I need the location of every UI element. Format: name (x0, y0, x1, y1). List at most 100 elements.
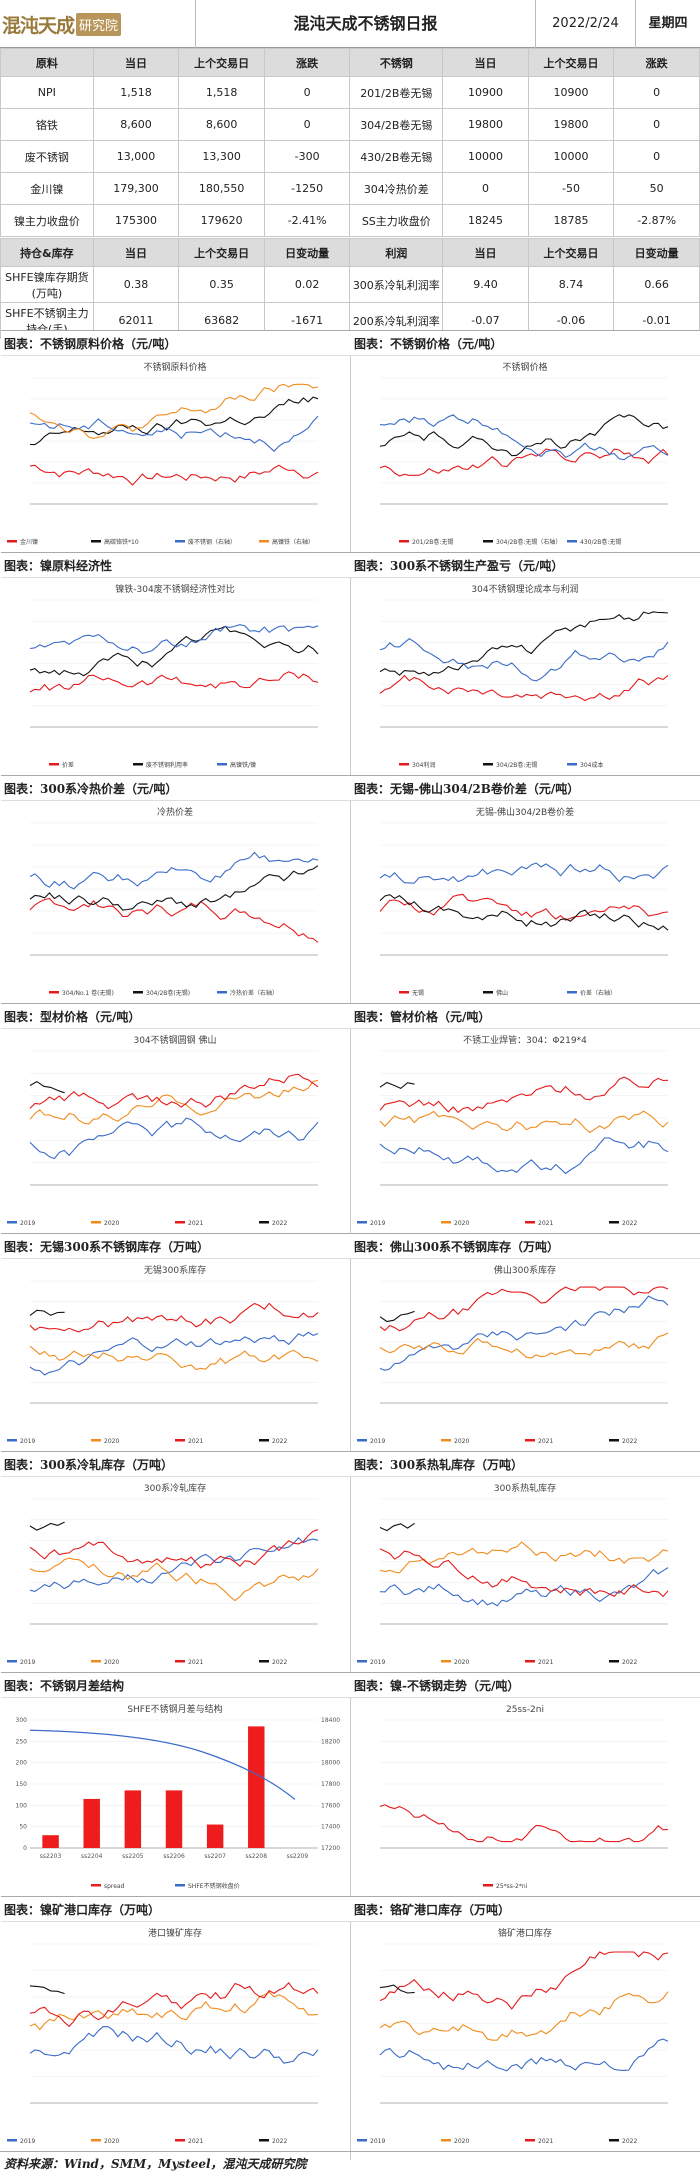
legend-swatch (357, 1221, 367, 1224)
y-tick-label: 150 (16, 1781, 28, 1788)
col-header: 日变动量 (263, 238, 351, 267)
chart-panel: 无锡-佛山304/2B卷价差 无锡 佛山 价差（右轴） (350, 801, 700, 1003)
legend-swatch (609, 1439, 619, 1442)
series-line (29, 1309, 65, 1316)
section-title: 图表：铬矿港口库存（万吨） (351, 1896, 700, 1922)
chart-title: 25ss-2ni (506, 1705, 544, 1715)
series-line (29, 1302, 319, 1333)
table-cell: 0 (263, 108, 351, 141)
chart-panel: 25ss-2ni 25*ss-2*ni (350, 1698, 700, 1896)
y2-tick-label: 17600 (321, 1802, 340, 1809)
legend-swatch (49, 763, 59, 766)
legend-label: 2020 (454, 1220, 469, 1227)
chart-panel: 300系冷轧库存 2019 2020 2021 2022 (0, 1477, 350, 1672)
legend-swatch (259, 1221, 269, 1224)
col-header: 当日 (442, 48, 529, 77)
table-cell: 19800 (527, 108, 615, 141)
section-title: 图表：300系冷热价差（元/吨） (1, 775, 351, 801)
position-table: 持仓&库存 当日 上个交易日 日变动量 利润 当日 上个交易日 日变动量 SHF… (0, 238, 700, 339)
legend-swatch (399, 991, 409, 994)
legend-label: 价差 (62, 761, 74, 769)
table-cell: 0.66 (613, 266, 700, 303)
legend-swatch (7, 1221, 17, 1224)
series-line (29, 1521, 65, 1531)
chart-title: 304不锈钢理论成本与利润 (471, 583, 578, 595)
legend-label: 2022 (622, 1438, 637, 1445)
legend-swatch (217, 763, 227, 766)
report-title: 混沌天成不锈钢日报 (195, 0, 535, 48)
legend-label: 2020 (104, 1220, 119, 1227)
legend-swatch (357, 2139, 367, 2142)
table-cell: 10000 (527, 140, 615, 173)
legend-label: 2019 (20, 2138, 35, 2145)
table-cell: 8,600 (178, 108, 265, 141)
table-cell: -2.87% (613, 204, 700, 237)
col-header: 利润 (349, 238, 444, 267)
section-title: 图表：300系不锈钢生产盈亏（元/吨） (351, 552, 700, 578)
table-cell: -2.41% (263, 204, 351, 237)
chart-title: 300系热轧库存 (494, 1482, 556, 1494)
series-line (379, 1295, 669, 1371)
series-line (379, 893, 669, 921)
series-line (379, 638, 669, 682)
legend-label: 2021 (188, 2138, 203, 2145)
series-line (379, 1110, 669, 1134)
chart-title: 冷热价差 (157, 806, 193, 818)
legend-swatch (441, 1660, 451, 1663)
table-cell: 180,550 (178, 172, 265, 205)
legend-swatch (357, 1439, 367, 1442)
table-cell: 1,518 (178, 76, 265, 109)
table-row: 废不锈钢 13,000 13,300 -300 430/2B卷无锡 10000 10000 0 (0, 140, 700, 173)
legend-label: 2020 (454, 2138, 469, 2145)
series-line (379, 1541, 669, 1574)
legend-swatch (525, 2139, 535, 2142)
section-title: 图表：无锡300系不锈钢库存（万吨） (1, 1233, 351, 1259)
series-line (379, 1522, 415, 1532)
legend-swatch (399, 540, 409, 543)
legend-swatch (259, 540, 269, 543)
source-footer: 资料来源：Wind，SMM，Mysteel，混沌天成研究院 (0, 2151, 700, 2175)
table-cell: 0 (442, 172, 529, 205)
series-line (29, 1529, 319, 1569)
series-line (379, 862, 669, 884)
chart-title: 铬矿港口库存 (498, 1927, 552, 1939)
y-tick-label: 0 (23, 1845, 27, 1852)
table-row: SHFE镍库存期货(万吨) 0.38 0.35 0.02 300系冷轧利润率 9.40 8.… (0, 266, 700, 303)
legend-label: 2019 (20, 1438, 35, 1445)
series-line (29, 1345, 319, 1371)
col-header: 上个交易日 (178, 238, 265, 267)
col-header: 上个交易日 (178, 48, 265, 77)
col-header: 日变动量 (613, 238, 700, 267)
section-title: 图表：不锈钢价格（元/吨） (351, 330, 700, 356)
spread-bar (206, 1824, 224, 1848)
table-cell: 0 (613, 140, 700, 173)
y2-tick-label: 17400 (321, 1824, 340, 1831)
y-tick-label: 250 (16, 1738, 28, 1745)
series-line (29, 1557, 319, 1602)
table-cell: 8.74 (527, 266, 615, 303)
table-cell: SHFE镍库存期货(万吨) (0, 266, 94, 303)
legend-label: 2022 (622, 2138, 637, 2145)
legend-label: 2022 (622, 1659, 637, 1666)
series-line (379, 1984, 415, 1994)
legend-label: 2020 (104, 1438, 119, 1445)
spread-bar (165, 1790, 183, 1848)
legend-label: SHFE不锈钢收盘价 (188, 1882, 240, 1890)
table-cell: 50 (613, 172, 700, 205)
legend-label: 2019 (370, 1659, 385, 1666)
table-cell: 19800 (442, 108, 529, 141)
table-row: NPI 1,518 1,518 0 201/2B卷无锡 10900 10900 0 (0, 76, 700, 109)
report-header: 混沌天成 研究院 混沌天成不锈钢日报 2022/2/24 星期四 (0, 0, 700, 48)
col-header: 当日 (92, 48, 180, 77)
legend-swatch (175, 2139, 185, 2142)
legend-swatch (175, 1439, 185, 1442)
series-line (29, 624, 319, 655)
table-row: 金川镍 179,300 180,550 -1250 304冷热价差 0 -50 50 (0, 172, 700, 205)
table-cell: 179620 (178, 204, 265, 237)
legend-label: 2022 (272, 2138, 287, 2145)
chart-svg: 300系冷轧库存 2019 2020 2021 2022 (7, 1482, 319, 1666)
legend-swatch (91, 1221, 101, 1224)
legend-swatch (259, 2139, 269, 2142)
legend-swatch (441, 1221, 451, 1224)
